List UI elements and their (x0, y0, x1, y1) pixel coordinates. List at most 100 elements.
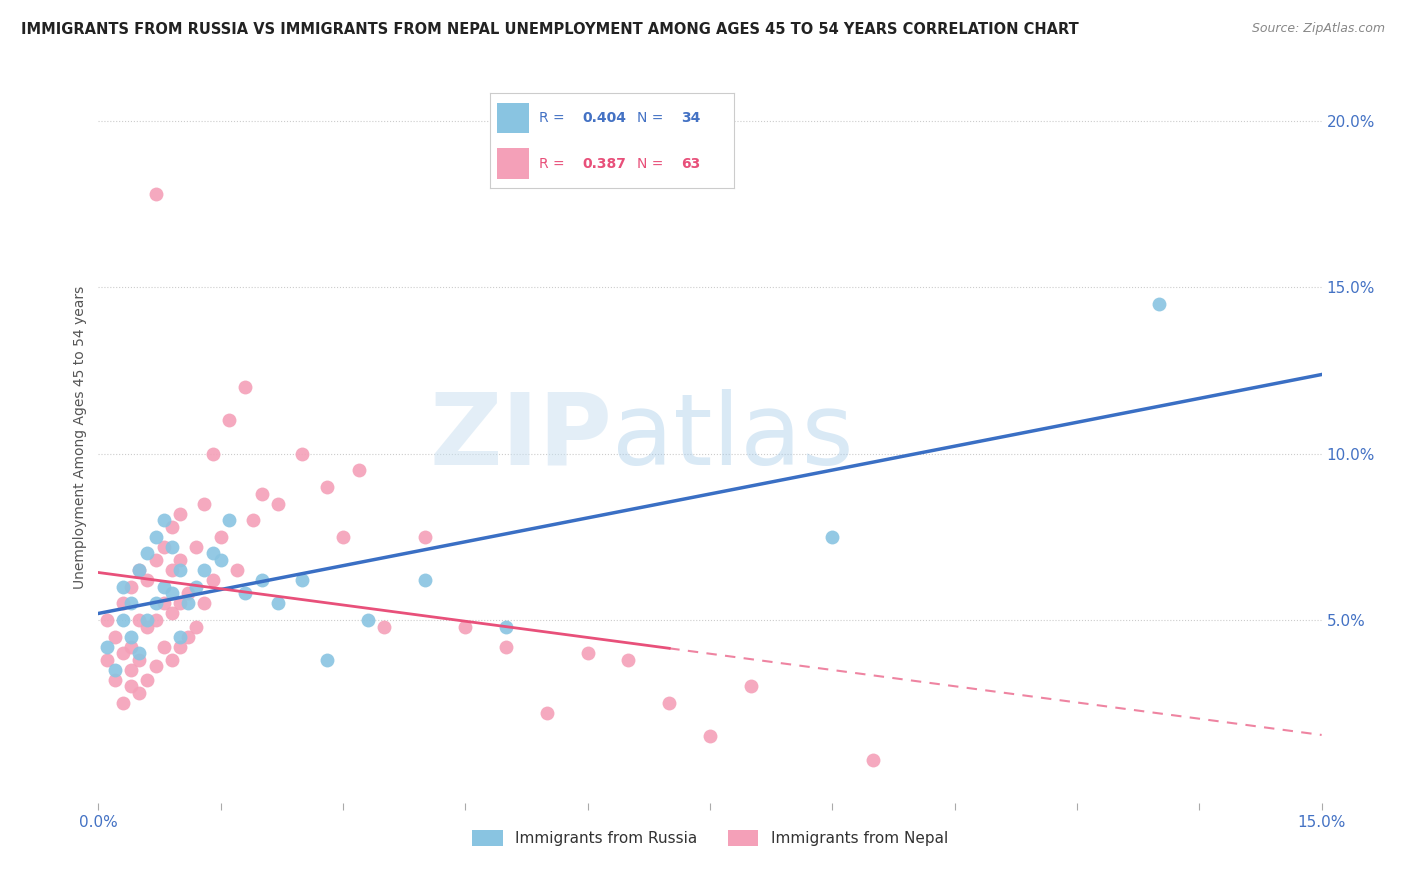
Point (96, 653, 118, 667)
Point (104, 673, 127, 687)
Point (233, 586, 256, 600)
Point (120, 663, 142, 677)
Point (201, 546, 224, 560)
Point (111, 580, 134, 594)
Point (193, 497, 215, 511)
Point (373, 619, 395, 633)
Point (160, 563, 183, 577)
Point (136, 613, 159, 627)
Point (136, 573, 159, 587)
Point (250, 486, 273, 500)
Point (536, 706, 558, 720)
Point (821, 530, 844, 544)
Point (413, 530, 436, 544)
Point (128, 613, 150, 627)
Point (862, 753, 884, 767)
Point (128, 653, 150, 667)
Point (136, 673, 159, 687)
Point (169, 630, 191, 644)
Point (120, 596, 142, 610)
Point (120, 640, 142, 654)
Point (104, 630, 127, 644)
Text: ZIP: ZIP (429, 389, 612, 485)
Legend: Immigrants from Russia, Immigrants from Nepal: Immigrants from Russia, Immigrants from … (472, 830, 948, 847)
Point (111, 613, 134, 627)
Point (193, 596, 215, 610)
Point (152, 540, 174, 554)
Point (291, 447, 314, 461)
Point (152, 513, 174, 527)
Point (145, 530, 167, 544)
Point (315, 653, 337, 667)
Point (111, 646, 134, 660)
Point (136, 619, 159, 633)
Point (120, 680, 142, 694)
Point (291, 573, 314, 587)
Point (152, 580, 174, 594)
Point (201, 447, 224, 461)
Point (201, 573, 224, 587)
Point (169, 596, 191, 610)
Point (96, 640, 118, 654)
Point (128, 686, 150, 700)
Point (332, 530, 354, 544)
Point (349, 463, 371, 477)
Point (136, 546, 159, 560)
Point (356, 613, 378, 627)
Point (740, 680, 762, 694)
Point (169, 640, 191, 654)
Point (413, 573, 436, 587)
Text: Source: ZipAtlas.com: Source: ZipAtlas.com (1251, 22, 1385, 36)
Point (160, 653, 183, 667)
Point (177, 630, 200, 644)
Point (617, 653, 640, 667)
Point (242, 513, 264, 527)
Point (186, 540, 208, 554)
Point (152, 640, 174, 654)
Point (128, 563, 150, 577)
Text: atlas: atlas (612, 389, 853, 485)
Point (177, 586, 200, 600)
Point (169, 507, 191, 521)
Point (209, 553, 232, 567)
Point (209, 530, 232, 544)
Point (145, 659, 167, 673)
Point (120, 630, 142, 644)
Point (145, 187, 167, 202)
Point (104, 663, 127, 677)
Text: IMMIGRANTS FROM RUSSIA VS IMMIGRANTS FROM NEPAL UNEMPLOYMENT AMONG AGES 45 TO 54: IMMIGRANTS FROM RUSSIA VS IMMIGRANTS FRO… (21, 22, 1078, 37)
Point (186, 580, 208, 594)
Point (111, 696, 134, 710)
Point (96, 613, 118, 627)
Point (267, 497, 290, 511)
Point (160, 540, 183, 554)
Point (267, 596, 290, 610)
Point (454, 619, 477, 633)
Point (658, 696, 681, 710)
Point (250, 573, 273, 587)
Point (495, 619, 517, 633)
Point (111, 596, 134, 610)
Point (186, 619, 208, 633)
Point (699, 729, 721, 743)
Y-axis label: Unemployment Among Ages 45 to 54 years: Unemployment Among Ages 45 to 54 years (73, 285, 87, 589)
Point (160, 607, 183, 621)
Point (145, 596, 167, 610)
Point (169, 553, 191, 567)
Point (169, 563, 191, 577)
Point (226, 563, 249, 577)
Point (218, 413, 240, 427)
Point (177, 596, 200, 610)
Point (160, 520, 183, 534)
Point (145, 613, 167, 627)
Point (193, 563, 215, 577)
Point (128, 646, 150, 660)
Point (160, 586, 183, 600)
Point (120, 580, 142, 594)
Point (145, 553, 167, 567)
Point (576, 646, 599, 660)
Point (495, 640, 517, 654)
Point (128, 563, 150, 577)
Point (233, 380, 256, 394)
Point (152, 596, 174, 610)
